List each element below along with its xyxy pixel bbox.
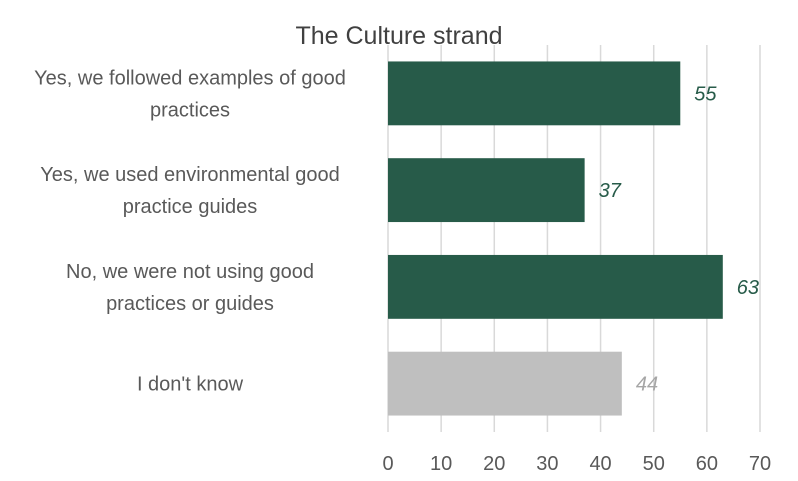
data-label: 37	[599, 180, 622, 202]
x-axis-tick-labels: 0 10 20 30 40 50 60 70	[382, 453, 771, 475]
category-label-line: Yes, we used environmental good	[40, 164, 339, 186]
bar	[388, 158, 585, 223]
category-label-line: practices or guides	[106, 293, 274, 315]
x-tick-label: 60	[696, 453, 718, 475]
category-label: Yes, we used environmental good practice …	[40, 164, 339, 218]
data-label: 55	[694, 83, 717, 105]
chart-title: The Culture strand	[295, 22, 502, 50]
data-label: 44	[636, 374, 658, 396]
category-label-line: practices	[150, 99, 230, 121]
bars	[388, 61, 723, 416]
category-label-line: No, we were not using good	[66, 261, 314, 283]
category-label: No, we were not using good practices or g…	[66, 261, 314, 315]
category-label-line: I don't know	[137, 374, 244, 396]
category-labels: Yes, we followed examples of good practic…	[34, 67, 346, 395]
data-label: 63	[737, 277, 759, 299]
x-tick-label: 20	[483, 453, 505, 475]
data-labels: 55 37 63 44	[599, 83, 759, 395]
x-tick-label: 0	[382, 453, 393, 475]
x-tick-label: 70	[749, 453, 771, 475]
x-tick-label: 40	[589, 453, 611, 475]
category-label: I don't know	[137, 374, 244, 396]
category-label: Yes, we followed examples of good practic…	[34, 67, 346, 121]
bar	[388, 254, 723, 319]
category-label-line: practice guides	[123, 196, 258, 218]
x-tick-label: 50	[643, 453, 665, 475]
category-label-line: Yes, we followed examples of good	[34, 67, 346, 89]
x-tick-label: 10	[430, 453, 452, 475]
bar	[388, 351, 622, 416]
bar	[388, 61, 681, 126]
x-tick-label: 30	[536, 453, 558, 475]
